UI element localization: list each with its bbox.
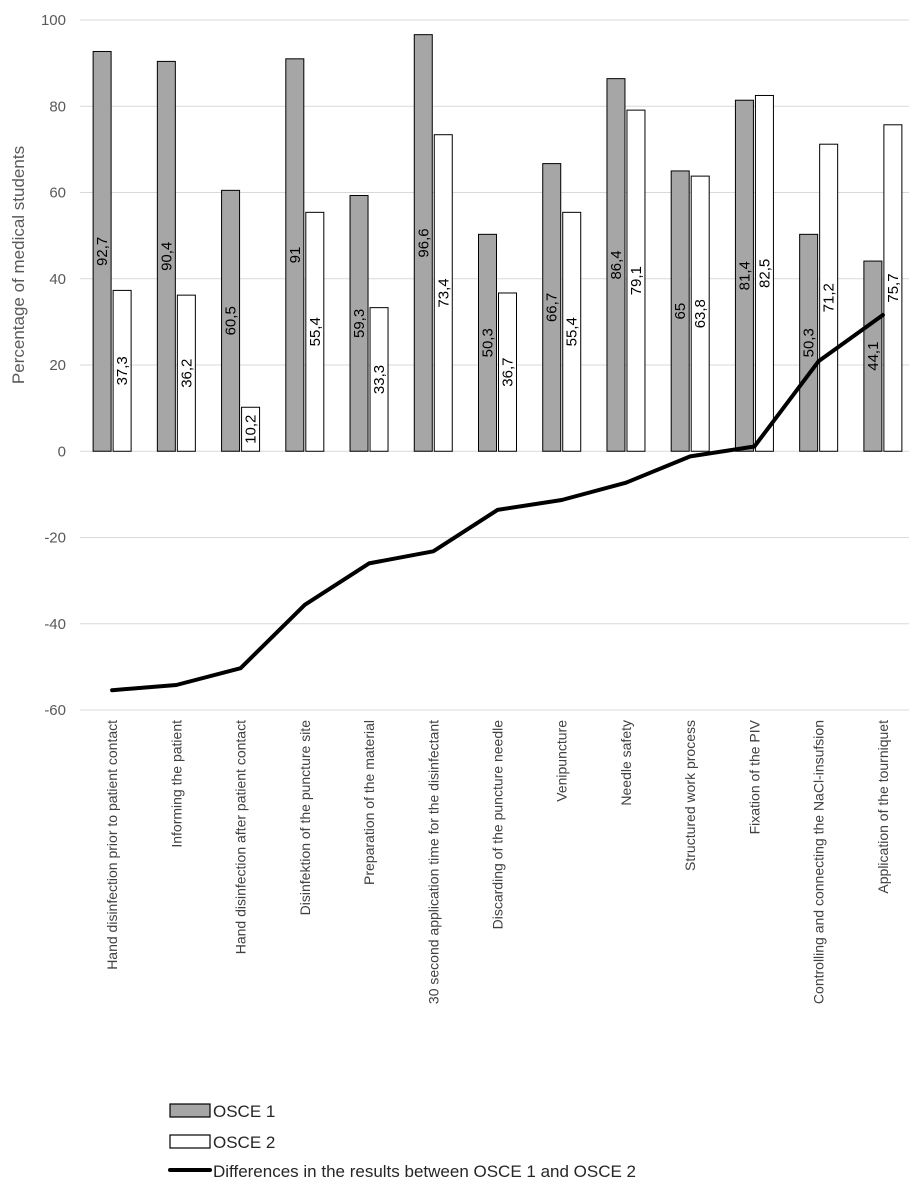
data-label-osce1: 86,4 [608, 250, 625, 279]
category-label: Discarding of the puncture needle [490, 720, 506, 930]
legend-swatch-osce1 [169, 1103, 211, 1118]
category-labels: Hand disinfection prior to patient conta… [104, 719, 891, 1004]
difference-line [110, 313, 885, 693]
category-label: Controlling and connecting the NaCl-insu… [811, 720, 827, 1004]
category-label: Hand disinfection after patient contact [233, 720, 249, 954]
gridlines [80, 19, 909, 711]
bar-osce2 [819, 143, 839, 452]
bar-osce1 [156, 60, 176, 452]
bar-osce1 [221, 189, 241, 452]
bar-osce1 [670, 170, 690, 452]
legend-swatch-osce2 [169, 1134, 211, 1149]
data-label-osce1: 59,3 [351, 309, 368, 338]
y-tick-label: -40 [44, 616, 66, 633]
bar-osce2 [241, 406, 261, 452]
data-label-osce2: 33,3 [371, 365, 388, 394]
category-label: Hand disinfection prior to patient conta… [104, 720, 120, 970]
bar-osce1 [478, 233, 497, 452]
bar-osce1 [799, 233, 819, 452]
bar-osce1 [542, 163, 562, 452]
category-label: Preparation of the material [361, 720, 377, 885]
category-label: Needle safety [618, 720, 634, 806]
data-label-osce2: 36,7 [500, 358, 517, 387]
data-label-osce2: 36,2 [178, 359, 195, 388]
bar-osce2 [176, 294, 196, 452]
data-label-osce2: 79,1 [628, 266, 645, 295]
bar-osce2 [883, 124, 903, 452]
bar-osce2 [305, 211, 325, 452]
data-label-osce2: 10,2 [243, 415, 260, 444]
bar-osce1 [349, 195, 369, 452]
data-label-osce2: 63,8 [692, 299, 709, 328]
category-label: 30 second application time for the disin… [425, 720, 441, 1004]
y-axis-title: Percentage of medical students [9, 146, 28, 384]
data-labels: 92,7 37,3 90,4 36,2 60,5 10,2 91 55,4 59,3 33,3 96… [94, 228, 902, 444]
bar-osce2 [690, 175, 710, 452]
data-label-osce1: 50,3 [801, 328, 818, 357]
data-label-osce1: 91 [287, 247, 304, 264]
legend-label-osce1: OSCE 1 [213, 1102, 275, 1121]
y-tick-label: 100 [41, 12, 66, 29]
data-label-osce1: 92,7 [94, 237, 111, 266]
bar-osce1 [606, 78, 626, 452]
y-tick-label: 20 [49, 357, 66, 374]
data-label-osce2: 75,7 [885, 273, 902, 302]
bar-osce1 [285, 58, 305, 452]
category-label: Structured work process [682, 720, 698, 871]
bar-osce2 [369, 307, 389, 452]
bar-osce2 [626, 109, 646, 452]
bar-osce1 [92, 50, 112, 452]
data-label-osce1: 81,4 [736, 261, 753, 290]
data-label-osce2: 55,4 [307, 317, 324, 346]
category-label: Informing the patient [168, 720, 184, 848]
data-label-osce2: 37,3 [114, 356, 131, 385]
data-label-osce1: 65 [672, 303, 689, 320]
y-tick-label: 40 [49, 271, 66, 288]
bar-osce2 [433, 134, 453, 452]
legend: OSCE 1 OSCE 2 Differences in the results… [168, 1102, 636, 1181]
data-label-osce2: 73,4 [435, 278, 452, 307]
y-tick-label: -60 [44, 702, 66, 719]
data-label-osce2: 71,2 [821, 283, 838, 312]
y-tick-label: 80 [49, 98, 66, 115]
y-tick-label: 60 [49, 185, 66, 202]
legend-label-difference: Differences in the results between OSCE … [213, 1162, 636, 1181]
data-label-osce1: 66,7 [544, 293, 561, 322]
bar-osce2 [112, 289, 132, 452]
bar-series [92, 34, 903, 452]
category-label: Application of the tourniquet [875, 720, 891, 894]
difference-line-layer [110, 313, 885, 693]
y-tick-label: -20 [44, 530, 66, 547]
data-label-osce2: 55,4 [564, 317, 581, 346]
data-label-osce1: 96,6 [415, 228, 432, 257]
bar-osce1 [863, 260, 883, 452]
legend-label-osce2: OSCE 2 [213, 1133, 275, 1152]
bar-osce2 [498, 292, 517, 452]
data-label-osce1: 90,4 [158, 242, 175, 271]
category-label: Disinfektion of the puncture site [297, 720, 313, 916]
data-label-osce2: 82,5 [756, 259, 773, 288]
y-tick-label: 0 [58, 443, 66, 460]
data-label-osce1: 60,5 [223, 306, 240, 335]
bar-osce2 [562, 211, 582, 452]
y-axis-tick-labels: -60 -40 -20 0 20 40 60 80 100 [41, 12, 66, 719]
bar-osce1 [734, 99, 754, 452]
data-label-osce1: 50,3 [480, 328, 497, 357]
category-label: Fixation of the PIV [746, 719, 762, 834]
bar-osce2 [754, 94, 774, 452]
bar-osce1 [413, 34, 433, 452]
data-label-osce1: 44,1 [865, 342, 882, 371]
category-label: Venipuncture [554, 720, 570, 802]
